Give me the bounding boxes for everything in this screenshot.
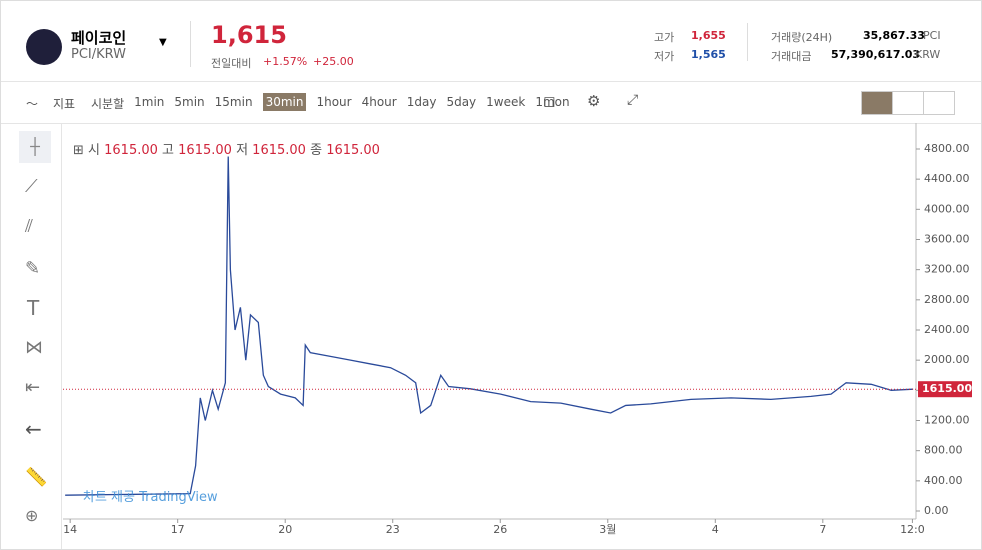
interval-button[interactable]: 1hour [316,95,352,109]
screenshot-button[interactable]: ◻ [543,92,556,110]
interval-button[interactable]: 4hour [361,95,397,109]
x-tick-label: 4 [712,523,719,536]
pattern-tool[interactable]: ⋈ [25,337,43,358]
y-tick-label: 3200.00 [924,263,970,276]
expand[interactable]: ⊞ [73,143,89,158]
current-price-label: 1615.00 [922,382,972,395]
y-tick-label: 400.00 [924,474,963,487]
candle-style[interactable] [862,92,892,114]
current-price-tag [918,381,972,398]
y-tick-label: 2000.00 [924,353,970,366]
amount-unit: KRW [915,48,941,61]
divider [747,23,748,61]
indicator-icon[interactable]: 〜 [26,97,39,111]
interval-button[interactable]: 1day [406,95,437,109]
close: 1615.00 [326,143,380,158]
ruler-tool[interactable]: 📏 [25,467,48,488]
high: 1615.00 [178,143,232,158]
zoom-tool[interactable]: ⊕ [25,506,39,525]
chart-style-group [861,91,955,115]
price-line [65,156,914,496]
change-pct: +1.57% [263,55,308,68]
tool-divider [61,123,62,549]
divider [190,21,191,67]
volume-label: 거래량(24H) [771,31,833,44]
crosshair-tool[interactable]: ┼ [19,131,51,163]
y-tick-label: 1200.00 [924,414,970,427]
x-tick-label: 17 [171,523,185,536]
open: 1615.00 [104,143,158,158]
indicator-button[interactable]: 지표 [53,97,76,111]
interval-button[interactable]: 5min [174,95,205,109]
high: 1,655 [691,29,726,42]
interval-button[interactable]: 1mon [535,95,570,109]
fullscreen-button[interactable]: ⤢ [627,92,639,108]
change-label: 전일대비 [211,57,252,70]
volume-unit: PCI [923,29,941,42]
y-tick-label: 2400.00 [924,323,970,336]
coin-name: 페이코인 [71,29,127,47]
volume: 35,867.33 [863,29,925,42]
low: 1,565 [691,48,726,61]
low-label: 저가 [654,50,675,63]
y-tick-label: 4800.00 [924,142,970,155]
interval-button[interactable]: 1week [486,95,526,109]
y-tick-label: 800.00 [924,444,963,457]
close-label: 종 [310,143,323,158]
open-label: 시 [88,143,100,158]
x-tick-label: 26 [493,523,507,536]
amount: 57,390,617.03 [831,48,921,61]
y-tick-label: 0.00 [924,504,949,517]
y-tick-label: 3600.00 [924,232,970,245]
watermark[interactable]: 차트 제공 TradingView [83,490,218,505]
interval-button[interactable]: 15min [214,95,253,109]
y-tick-label: 4000.00 [924,202,970,215]
area-style[interactable] [892,92,923,114]
interval-button[interactable]: 30min [262,93,307,111]
y-tick-label: 2800.00 [924,293,970,306]
pair[interactable]: PCI/KRW [71,47,127,62]
change-abs: +25.00 [313,55,354,68]
settings-button[interactable]: ⚙ [587,92,601,110]
interval-button[interactable]: 시분할 [91,97,125,111]
x-tick-label: 20 [278,523,292,536]
interval-button[interactable]: 1min [134,95,165,109]
fib-tool[interactable]: ⫽ [25,216,34,237]
line-tool[interactable]: ⟋ [25,176,38,197]
x-tick-label: 7 [819,523,826,536]
low-label: 저 [236,143,249,158]
price: 1,615 [211,21,287,49]
x-tick-label: 3월 [599,523,616,536]
high-label: 고 [162,143,175,158]
low: 1615.00 [252,143,306,158]
divider [1,81,981,82]
high-label: 고가 [654,31,675,44]
y-tick-label: 4400.00 [924,172,970,185]
x-tick-label: 12:0 [900,523,925,536]
dropdown[interactable]: ▼ [159,37,167,48]
depth-style[interactable] [923,92,954,114]
interval-button[interactable]: 5day [446,95,477,109]
amount-label: 거래대금 [771,50,812,63]
brush-tool[interactable]: ✎ [25,258,41,279]
ohlc-legend: ⊞ 시 1615.00 고 1615.00 저 1615.00 종 1615.0… [73,139,380,158]
x-tick-label: 14 [63,523,77,536]
measure-tool[interactable]: ⇤ [25,377,41,398]
back-tool[interactable]: ← [25,417,42,441]
divider [1,123,981,124]
x-tick-label: 23 [386,523,400,536]
text-tool[interactable]: T [27,296,40,320]
price-chart: 0.00400.00800.001200.001600.002000.00240… [63,123,972,536]
coin-logo [26,29,62,65]
